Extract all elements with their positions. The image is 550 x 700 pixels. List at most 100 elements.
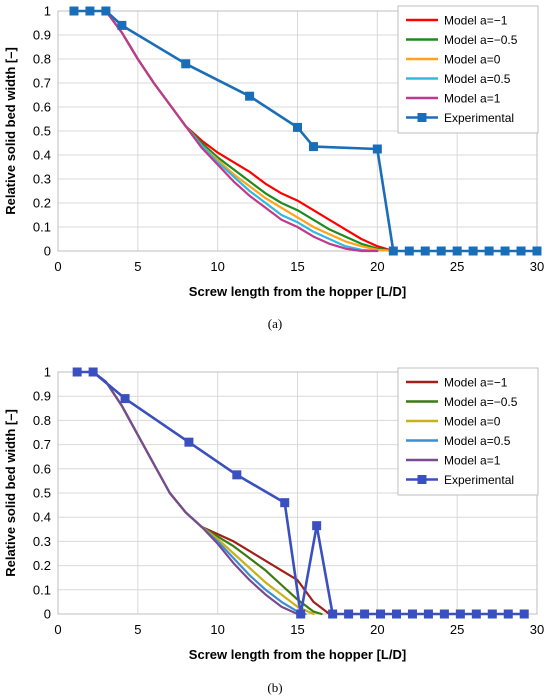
data-point-marker: [503, 609, 513, 619]
x-tick-label: 15: [290, 622, 304, 637]
legend-label: Model a=1: [444, 454, 501, 468]
legend-label: Model a=0: [444, 53, 501, 67]
data-point-marker: [184, 437, 194, 447]
data-point-marker: [296, 609, 306, 619]
y-tick-label: 0: [44, 244, 51, 259]
y-axis-title: Relative solid bed width [–]: [3, 47, 18, 215]
y-tick-label: 0.5: [33, 486, 51, 501]
data-point-marker: [101, 6, 111, 16]
data-point-marker: [484, 246, 494, 256]
data-point-marker: [532, 246, 542, 256]
chart-panel-a: 0 0.1 0.2 0.3 0.4 0.5 0.6 0.7 0.8 0.9 1 0 5 10 15 20 25 3…: [0, 0, 550, 340]
legend-box: [397, 367, 539, 496]
chart-panel-b: 0 0.1 0.2 0.3 0.4 0.5 0.6 0.7 0.8 0.9 1 0 5 10 15 20 25 3…: [0, 362, 550, 700]
data-point-marker: [88, 367, 98, 377]
legend-label: Model a=0.5: [444, 434, 511, 448]
data-point-marker: [69, 6, 79, 16]
data-point-marker: [293, 122, 302, 132]
legend-label: Model a=−0.5: [444, 395, 518, 409]
y-tick-label: 0.5: [33, 124, 51, 139]
y-tick-label: 0.3: [33, 534, 51, 549]
y-tick-label: 0.7: [33, 76, 51, 91]
legend-marker: [417, 113, 427, 122]
chart-a-svg: 00.10.20.30.40.50.60.70.80.910 5 10 15 20 25 3…: [3, 4, 544, 300]
series-line: [91, 370, 299, 616]
series-4: [91, 370, 299, 616]
y-tick-label: 0.7: [33, 437, 51, 452]
data-point-marker: [72, 367, 82, 377]
data-point-marker: [468, 246, 478, 256]
x-tick-label: 0: [54, 259, 61, 274]
x-tick-label: 20: [370, 259, 384, 274]
data-point-marker: [436, 246, 446, 256]
data-point-marker: [372, 144, 382, 154]
data-point-marker: [407, 609, 417, 619]
y-tick-label: 0.9: [33, 389, 51, 404]
x-tick-label: 10: [210, 622, 224, 637]
legend-label: Model a=0.5: [444, 72, 511, 86]
y-tick-label: 0.1: [33, 220, 51, 235]
data-point-marker: [232, 470, 242, 480]
data-point-marker: [423, 609, 433, 619]
x-tick-label: 10: [210, 259, 224, 274]
caption-a: (a): [267, 316, 283, 331]
data-point-marker: [471, 609, 481, 619]
data-point-marker: [487, 609, 497, 619]
legend-label: Experimental: [444, 111, 514, 125]
data-point-marker: [420, 246, 430, 256]
series-5: [72, 367, 529, 619]
y-axis-title: Relative solid bed width [–]: [3, 409, 18, 577]
data-point-marker: [516, 246, 526, 256]
x-tick-label: 30: [530, 622, 544, 637]
x-tick-label: 5: [134, 622, 141, 637]
y-tick-label: 0.1: [33, 582, 51, 597]
y-tick-label: 0.8: [33, 413, 51, 428]
data-point-marker: [439, 609, 449, 619]
legend-marker: [417, 475, 427, 484]
y-tick-label: 0: [44, 607, 51, 622]
data-point-marker: [376, 609, 386, 619]
legend: Model a=−1 Model a=−0.5 Model a=0 Model a=0…: [397, 367, 539, 496]
data-point-marker: [280, 498, 290, 508]
y-tick-label: 1: [44, 4, 51, 19]
y-tick-label: 0.9: [33, 28, 51, 43]
data-point-marker: [308, 142, 318, 152]
x-tick-label: 5: [134, 259, 141, 274]
y-tick-label: 0.3: [33, 172, 51, 187]
y-tick-label: 0.6: [33, 100, 51, 115]
x-axis-title: Screw length from the hopper [L/D]: [189, 284, 406, 299]
data-point-marker: [455, 609, 465, 619]
legend-label: Model a=0: [444, 415, 501, 429]
legend-box: [397, 5, 539, 134]
data-point-marker: [312, 521, 322, 531]
y-tick-label: 1: [44, 365, 51, 380]
data-point-marker: [360, 609, 370, 619]
chart-b-svg: 00.10.20.30.40.50.60.70.80.910 5 10 15 20 25 3…: [3, 365, 544, 663]
y-tick-label: 0.6: [33, 461, 51, 476]
x-axis-title: Screw length from the hopper [L/D]: [189, 647, 406, 662]
y-tick-label: 0.2: [33, 196, 51, 211]
data-point-marker: [388, 246, 398, 256]
y-tick-label: 0.2: [33, 558, 51, 573]
data-point-marker: [344, 609, 354, 619]
data-point-marker: [452, 246, 462, 256]
legend-label: Experimental: [444, 473, 514, 487]
series-4: [104, 9, 379, 253]
y-tick-label: 0.8: [33, 52, 51, 67]
x-tick-label: 25: [450, 259, 464, 274]
data-point-marker: [328, 609, 338, 619]
data-point-marker: [181, 59, 191, 69]
legend-label: Model a=−1: [444, 376, 508, 390]
x-tick-label: 25: [450, 622, 464, 637]
y-tick-label: 0.4: [33, 148, 51, 163]
data-point-marker: [519, 609, 529, 619]
y-tick-label: 0.4: [33, 510, 51, 525]
caption-b: (b): [267, 680, 283, 695]
data-point-marker: [85, 6, 95, 16]
data-point-marker: [117, 20, 127, 30]
x-tick-label: 30: [530, 259, 544, 274]
legend-label: Model a=−0.5: [444, 33, 518, 47]
legend-label: Model a=1: [444, 92, 501, 106]
x-tick-label: 0: [54, 622, 61, 637]
data-point-marker: [245, 91, 255, 101]
